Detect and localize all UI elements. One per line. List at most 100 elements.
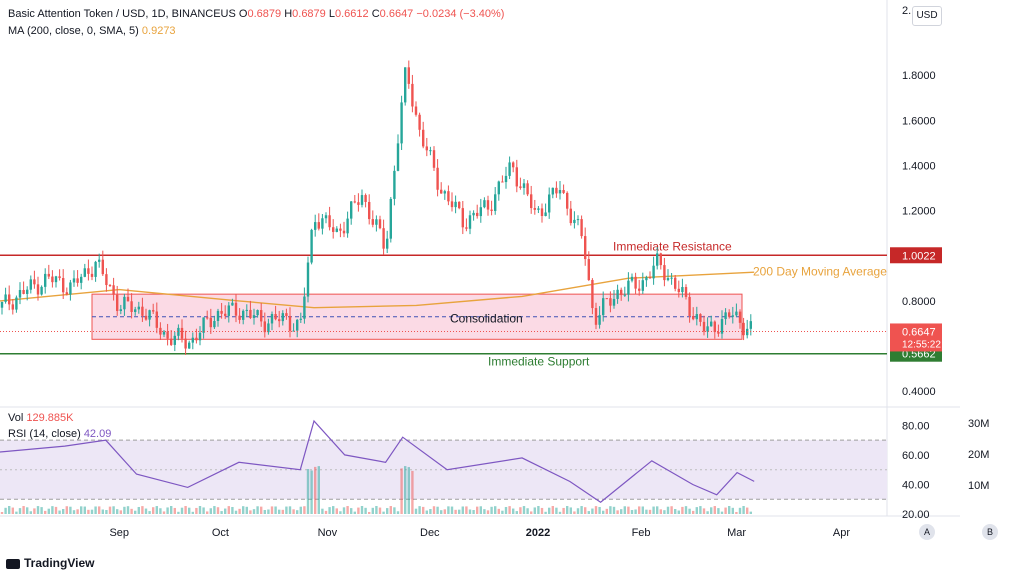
candle-body	[710, 321, 713, 327]
candle-body	[641, 280, 644, 291]
candle-body	[580, 219, 583, 237]
volume-bar	[422, 506, 425, 514]
candle-body	[468, 215, 472, 229]
ma-header: MA (200, close, 0, SMA, 5) 0.9273	[8, 25, 176, 37]
candle-body	[303, 296, 306, 319]
candle-body	[11, 304, 14, 310]
candle-body	[728, 312, 731, 317]
volume-bar	[699, 506, 702, 514]
candle-body	[364, 195, 367, 202]
volume-bar	[407, 467, 410, 514]
volume-bar	[80, 506, 83, 514]
volume-bar	[494, 506, 497, 514]
volume-bar	[447, 506, 450, 514]
open-label: O	[238, 8, 248, 20]
candle-body	[483, 200, 486, 208]
volume-bar	[674, 509, 677, 514]
candle-body	[490, 209, 493, 211]
candle-body	[515, 167, 518, 187]
volume-bar	[180, 507, 184, 514]
candle-body	[195, 337, 198, 341]
volume-bar	[508, 506, 511, 514]
candle-body	[738, 311, 742, 323]
volume-bar	[749, 511, 752, 514]
price-tick-label: 1.8000	[902, 70, 936, 82]
volume-label: Vol	[8, 412, 24, 424]
volume-tick-label: 30M	[968, 418, 989, 430]
candle-body	[36, 284, 40, 295]
volume-bar	[364, 507, 367, 514]
candle-body	[206, 317, 209, 319]
volume-bar	[353, 511, 356, 514]
volume-bar	[490, 506, 493, 514]
volume-bar	[198, 506, 202, 514]
volume-bar	[569, 507, 572, 514]
candle-body	[278, 319, 281, 322]
candle-body	[360, 195, 364, 205]
candle-body	[630, 276, 634, 281]
candle-body	[270, 314, 274, 324]
candle-body	[368, 201, 371, 220]
candle-body	[378, 219, 382, 229]
volume-bar	[375, 506, 378, 514]
volume-bar	[0, 512, 4, 514]
candle-body	[504, 175, 508, 183]
candle-body	[731, 315, 734, 317]
candle-body	[170, 338, 173, 345]
volume-bar	[224, 508, 227, 514]
volume-bar	[620, 509, 623, 514]
volume-bar	[105, 510, 108, 514]
candle-body	[663, 265, 666, 281]
volume-bar	[22, 506, 25, 514]
candle-body	[393, 170, 396, 199]
a-button[interactable]: A	[919, 524, 935, 540]
close-value: 0.6647	[379, 8, 414, 20]
candle-body	[141, 306, 144, 316]
volume-bar	[155, 506, 158, 514]
volume-bar	[148, 511, 151, 514]
candle-body	[65, 292, 68, 295]
candle-body	[670, 277, 673, 279]
tradingview-logo: TradingView	[6, 556, 94, 570]
volume-bar	[659, 509, 662, 514]
volume-bar	[627, 506, 630, 514]
candle-body	[540, 208, 544, 217]
volume-bar	[126, 506, 130, 514]
candle-body	[573, 219, 576, 224]
candle-body	[267, 323, 270, 333]
volume-bar	[648, 509, 652, 514]
candle-body	[159, 327, 162, 335]
volume-tick-label: 20M	[968, 449, 989, 461]
candle-body	[292, 330, 295, 332]
candle-body	[101, 259, 104, 275]
candle-body	[562, 190, 565, 193]
candle-body	[645, 277, 648, 281]
rsi-header: RSI (14, close) 42.09	[8, 428, 111, 440]
candle-body	[746, 328, 749, 336]
candle-body	[321, 218, 324, 229]
volume-bar	[476, 506, 479, 514]
volume-bar	[468, 509, 472, 514]
volume-bar	[382, 511, 385, 514]
currency-button[interactable]: USD	[912, 6, 942, 26]
candle-body	[447, 191, 450, 202]
volume-bar	[501, 510, 504, 514]
volume-bar	[681, 506, 684, 514]
candle-body	[627, 280, 630, 295]
b-button[interactable]: B	[982, 524, 998, 540]
candle-body	[310, 229, 313, 263]
volume-bar	[281, 509, 284, 514]
volume-bar	[371, 507, 374, 514]
candle-body	[328, 215, 331, 228]
volume-bar	[486, 510, 490, 514]
volume-bar	[425, 510, 428, 514]
candle-body	[152, 310, 155, 312]
volume-bar	[717, 508, 720, 514]
candle-body	[177, 327, 180, 336]
candle-body	[620, 289, 623, 296]
candle-body	[80, 276, 83, 283]
volume-bar	[69, 506, 72, 514]
volume-bar	[321, 508, 324, 514]
resistance-tag-label: 1.0022	[902, 250, 936, 262]
